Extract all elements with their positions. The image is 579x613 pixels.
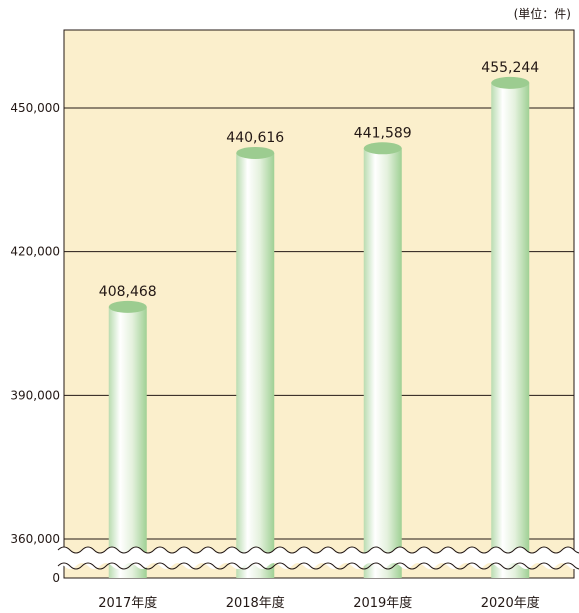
- category-label: 2020年度: [481, 595, 540, 611]
- bar-cap: [491, 76, 530, 89]
- plot-background: [63, 29, 575, 579]
- y-tick-label: 450,000: [10, 101, 60, 115]
- bar-value-label: 440,616: [226, 130, 284, 146]
- bar-value-label: 455,244: [481, 60, 539, 76]
- bar-2019年度: [363, 142, 402, 578]
- y-tick-label: 0: [52, 571, 60, 585]
- y-tick-label: 360,000: [10, 532, 60, 546]
- bar-value-label: 441,589: [354, 125, 412, 141]
- y-tick-label: 390,000: [10, 388, 60, 402]
- bar-cap: [108, 300, 147, 313]
- bar-body: [363, 148, 402, 578]
- axis-break-line: [57, 546, 579, 554]
- bar-cap: [236, 146, 275, 159]
- bar-body: [108, 306, 147, 578]
- bar-value-label: 408,468: [99, 284, 157, 300]
- category-label: 2017年度: [98, 595, 157, 611]
- axis-break-line: [57, 562, 579, 570]
- bar-cap: [363, 142, 402, 155]
- bar-2020年度: [491, 76, 530, 578]
- bar-body: [491, 82, 530, 578]
- unit-label: (単位：件): [513, 7, 571, 21]
- y-tick-label: 420,000: [10, 245, 60, 259]
- bar-2018年度: [236, 146, 275, 578]
- category-label: 2019年度: [353, 595, 412, 611]
- bar-body: [236, 152, 275, 578]
- bar-2017年度: [108, 300, 147, 578]
- category-label: 2018年度: [226, 595, 285, 611]
